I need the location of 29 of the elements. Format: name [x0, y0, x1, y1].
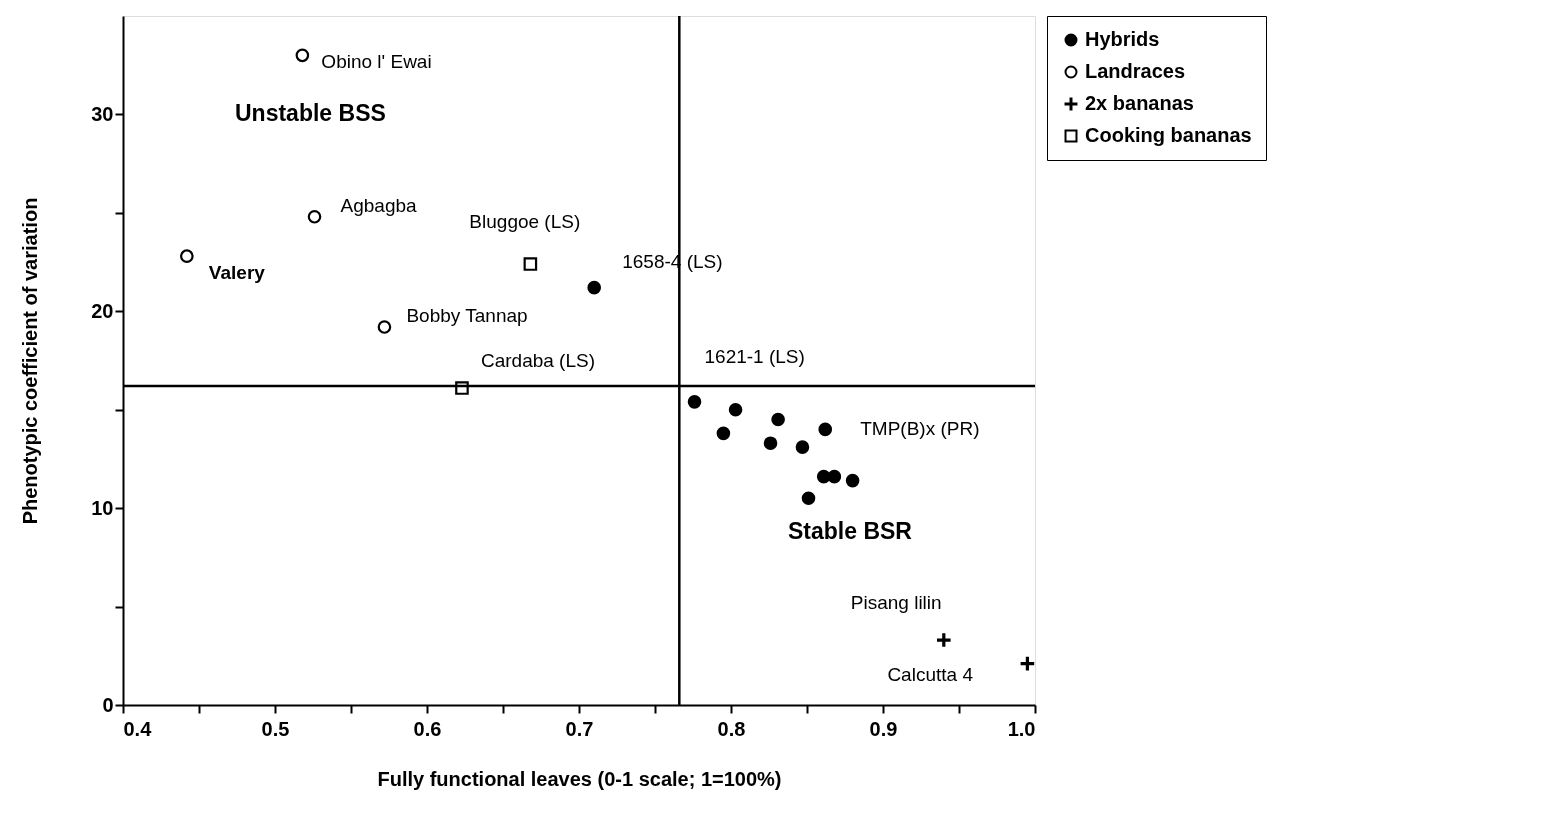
- y-axis-title: Phenotypic coefficient of variation: [19, 197, 42, 525]
- annotation: Stable BSR: [788, 518, 913, 544]
- x-tick-label: 0.9: [869, 717, 898, 740]
- x-tick-label: 0.4: [123, 717, 153, 740]
- annotation: Calcutta 4: [887, 663, 974, 685]
- annotation: Cardaba (LS): [480, 350, 596, 372]
- x-tick-label: 0.5: [261, 717, 290, 740]
- x-tick-label: 1.0: [1007, 717, 1036, 740]
- annotation: Unstable BSS: [235, 100, 386, 126]
- annotation: 1621-1 (LS): [704, 345, 805, 367]
- x-tick-label: 0.7: [565, 717, 594, 740]
- annotation: Pisang lilin: [850, 592, 942, 614]
- x-tick-label: 0.8: [717, 717, 746, 740]
- annotation: Agbagba: [340, 194, 418, 216]
- legend-label: Landraces: [1085, 60, 1186, 82]
- y-tick-label: 20: [91, 299, 114, 322]
- annotation: Obino l' Ewai: [321, 51, 432, 73]
- legend-label: 2x bananas: [1085, 92, 1194, 114]
- legend-label: Cooking bananas: [1085, 124, 1252, 146]
- y-tick-label: 0: [102, 693, 114, 716]
- legend-label: Hybrids: [1085, 28, 1160, 50]
- annotation: Bluggoe (LS): [469, 211, 581, 233]
- annotation: Valery: [208, 262, 266, 284]
- annotation: TMP(B)x (PR): [860, 418, 980, 440]
- y-tick-label: 30: [91, 102, 114, 125]
- annotation: Bobby Tannap: [406, 305, 528, 327]
- x-tick-label: 0.6: [413, 717, 442, 740]
- y-tick-label: 10: [91, 496, 114, 519]
- x-axis-title: Fully functional leaves (0-1 scale; 1=100%): [377, 767, 782, 790]
